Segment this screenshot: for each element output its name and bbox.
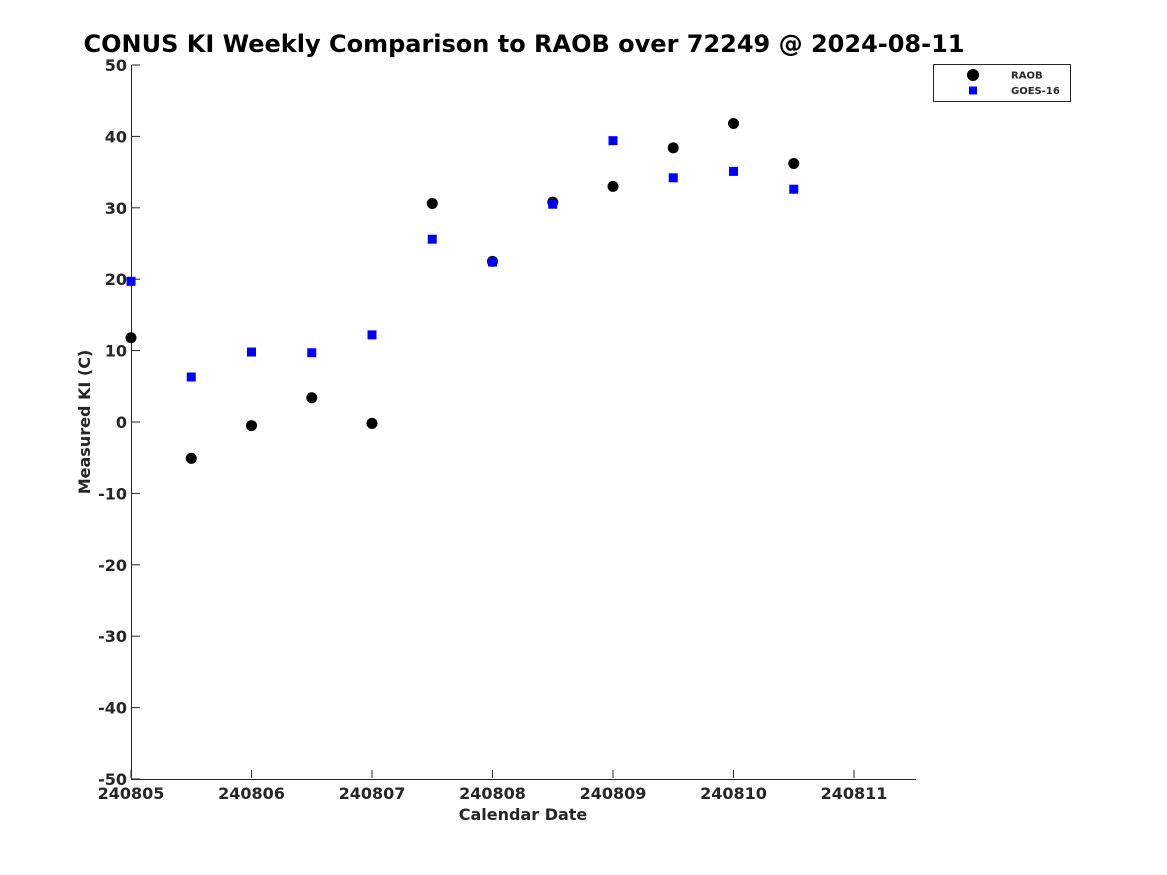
y-tick-label: 20 [105,270,127,289]
data-point [608,136,618,146]
x-tick-label: 240810 [700,784,767,803]
x-tick-label: 240808 [459,784,526,803]
y-tick-label: -30 [98,627,127,646]
data-point [126,276,136,286]
data-point [367,330,377,340]
y-tick-label: 40 [105,127,127,146]
y-axis-ticks: -50 -40 -30 -20 -10 0 10 20 30 40 50 [98,56,140,789]
x-tick-label: 240811 [821,784,888,803]
data-point [667,142,679,154]
legend-label-raob: RAOB [1011,71,1043,82]
x-axis-label: Calendar Date [459,805,588,824]
data-point [366,417,378,429]
y-tick-label: -10 [98,484,127,503]
data-point [668,173,678,183]
plot-area [131,65,916,780]
data-point [247,347,256,357]
data-point [488,257,497,267]
y-tick-label: 10 [105,342,127,361]
data-point [426,198,438,210]
series-raob [125,118,800,464]
data-point [728,118,739,130]
data-point [427,234,437,244]
y-tick-label: 0 [116,413,127,432]
data-point [788,158,800,170]
data-point [125,332,137,344]
data-point [185,452,197,464]
legend-marker-raob [967,69,979,81]
x-axis-ticks: 240805 240806 240807 240808 240809 240810 2408… [98,770,888,803]
data-point [246,420,257,432]
x-tick-label: 240809 [580,784,647,803]
chart-title: CONUS KI Weekly Comparison to RAOB over … [84,30,965,58]
series-layer [125,118,800,464]
y-tick-label: -20 [98,556,127,575]
x-tick-label: 240806 [218,784,285,803]
series-goes-16 [126,136,799,382]
data-point [306,392,318,404]
legend: RAOB GOES-16 [933,64,1071,102]
x-tick-label: 240805 [98,784,165,803]
data-point [548,199,558,209]
legend-box [933,64,1071,102]
legend-marker-goes16 [969,86,977,95]
y-tick-label: -50 [98,770,127,789]
data-point [729,166,738,176]
y-tick-label: 30 [105,199,127,218]
data-point [607,180,619,192]
y-tick-label: -40 [98,699,127,718]
legend-label-goes16: GOES-16 [1011,86,1060,97]
data-point [307,348,317,358]
x-tick-label: 240807 [339,784,406,803]
data-point [186,372,196,382]
y-axis-label: Measured KI (C) [75,350,94,495]
data-point [789,184,799,194]
y-tick-label: 50 [105,56,127,75]
